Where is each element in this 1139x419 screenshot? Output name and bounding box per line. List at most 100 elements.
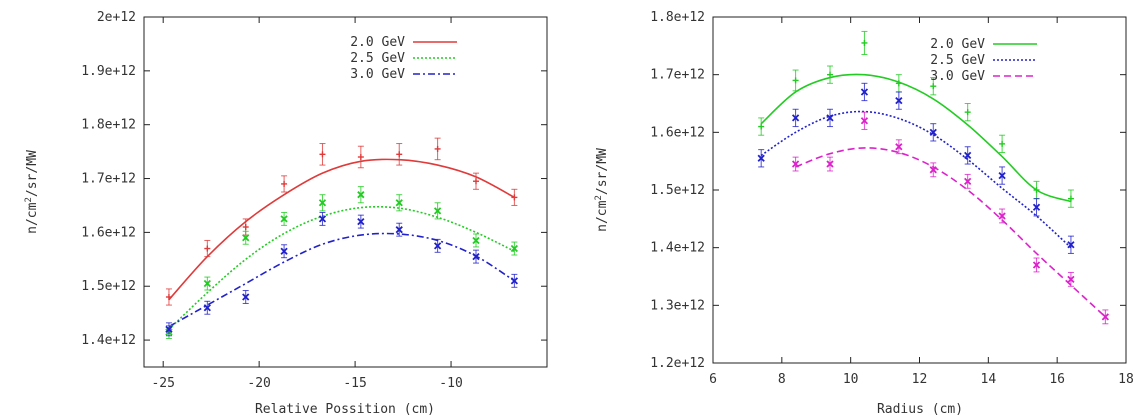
left-x-tick-label: -25 — [151, 376, 174, 391]
left-data-point — [510, 273, 519, 288]
left-data-point — [165, 288, 172, 306]
left-y-tick-label: 1.4e+12 — [81, 333, 136, 348]
left-fit-curves — [168, 158, 515, 330]
left-data-point — [433, 202, 442, 220]
right-data-point — [1032, 257, 1041, 273]
left-y-tick-label: 1.9e+12 — [81, 64, 136, 79]
right-data-point — [998, 208, 1006, 224]
right-x-tick-label: 12 — [912, 372, 928, 387]
right-y-tick-label: 1.5e+12 — [650, 183, 705, 198]
right-fit-curve-0 — [760, 73, 1072, 203]
left-x-tick-label: -20 — [247, 376, 270, 391]
right-y-tick-label: 1.3e+12 — [650, 298, 705, 313]
left-y-axis-title: n/cm2/sr/MW — [24, 150, 40, 234]
left-data-point — [281, 175, 288, 193]
left-legend-label-0: 2.0 GeV — [350, 35, 405, 50]
left-legend-label-2: 3.0 GeV — [350, 67, 405, 82]
left-data-point — [357, 186, 365, 204]
right-data-point — [1067, 235, 1075, 254]
left-y-tick-label: 1.5e+12 — [81, 279, 136, 294]
left-data-point — [357, 214, 365, 229]
left-y-tick-label: 1.7e+12 — [81, 172, 136, 187]
right-x-tick-label: 8 — [778, 372, 786, 387]
right-y-tick-label: 1.7e+12 — [650, 68, 705, 83]
left-data-point — [204, 239, 211, 258]
right-data-point — [1033, 180, 1040, 200]
right-fit-curve-1 — [760, 110, 1072, 249]
right-axis-ticks: 6 8 10 12 14 16 18 1.2e+12 1.3e+12 1.4e+12 1.5e+12… — [650, 10, 1134, 387]
right-data-point — [998, 166, 1006, 185]
right-data-point — [757, 149, 765, 168]
right-chart: 6 8 10 12 14 16 18 1.2e+12 1.3e+12 1.4e+12 1.5e+12… — [594, 10, 1134, 417]
left-data-point — [318, 194, 327, 212]
left-data-point — [433, 238, 442, 253]
right-x-tick-label: 14 — [981, 372, 997, 387]
right-data-point — [826, 156, 834, 172]
left-data-point — [510, 241, 519, 256]
left-y-tick-label: 2e+12 — [97, 10, 136, 25]
right-fit-curves — [760, 73, 1106, 318]
right-y-tick-label: 1.4e+12 — [650, 241, 705, 256]
left-data-point — [203, 300, 211, 315]
left-data-point — [203, 276, 211, 291]
right-data-point — [861, 30, 868, 55]
right-data-point — [826, 108, 834, 128]
left-data-point — [472, 233, 480, 248]
right-data-point — [1101, 309, 1109, 325]
left-axis-ticks: -25 -20 -15 -10 1.4e+12 1.5e+12 1.6e+12 1.7e+12… — [81, 10, 547, 391]
right-data-point — [860, 82, 869, 102]
left-data-point — [472, 172, 479, 190]
right-data-point — [964, 146, 972, 165]
left-data-point — [395, 194, 403, 212]
right-data-point — [1067, 271, 1075, 287]
left-data-point — [396, 143, 403, 166]
right-x-tick-label: 6 — [709, 372, 717, 387]
right-data-point — [929, 162, 937, 178]
left-data-point — [511, 188, 518, 206]
left-x-axis-title: Relative Possition (cm) — [255, 402, 435, 417]
left-fit-curve-1 — [168, 205, 515, 330]
right-data-point — [792, 69, 799, 92]
right-data-point — [964, 173, 972, 189]
right-data-point — [930, 77, 937, 96]
left-data-point — [242, 230, 250, 245]
left-y-tick-label: 1.8e+12 — [81, 118, 136, 133]
left-data-point — [242, 218, 249, 236]
left-fit-curve-0 — [168, 158, 515, 301]
right-x-axis-title: Radius (cm) — [877, 402, 963, 417]
left-fit-curve-2 — [168, 232, 515, 328]
left-data-point — [395, 222, 403, 237]
right-y-tick-label: 1.8e+12 — [650, 10, 705, 25]
left-plot-frame — [143, 16, 548, 368]
left-data-point — [165, 322, 173, 337]
right-data-point — [860, 111, 869, 130]
right-data-point — [929, 123, 937, 142]
right-data-point — [758, 117, 765, 136]
right-data-point — [1032, 198, 1041, 217]
right-data-point — [791, 108, 800, 128]
right-data-point — [1067, 189, 1074, 208]
left-x-tick-label: -15 — [343, 376, 366, 391]
right-data-point — [895, 139, 903, 155]
right-y-tick-label: 1.2e+12 — [650, 356, 705, 371]
left-data-point — [280, 211, 288, 226]
right-data-point — [999, 134, 1006, 154]
right-plot-frame — [712, 16, 1127, 364]
left-x-tick-label: -10 — [439, 376, 462, 391]
left-data-point — [319, 143, 326, 166]
right-data-point — [827, 65, 834, 84]
right-x-tick-label: 10 — [843, 372, 859, 387]
right-y-axis-title: n/cm2/sr/MW — [594, 148, 610, 232]
right-data-point — [895, 74, 902, 93]
right-x-tick-label: 18 — [1118, 372, 1134, 387]
right-x-tick-label: 16 — [1049, 372, 1065, 387]
left-y-tick-label: 1.6e+12 — [81, 225, 136, 240]
left-chart: -25 -20 -15 -10 1.4e+12 1.5e+12 1.6e+12 1.7e+12… — [24, 10, 548, 417]
right-fit-curve-2 — [795, 147, 1106, 318]
left-data-point — [280, 244, 288, 259]
right-data-point — [895, 91, 903, 110]
right-data-point — [791, 156, 800, 172]
